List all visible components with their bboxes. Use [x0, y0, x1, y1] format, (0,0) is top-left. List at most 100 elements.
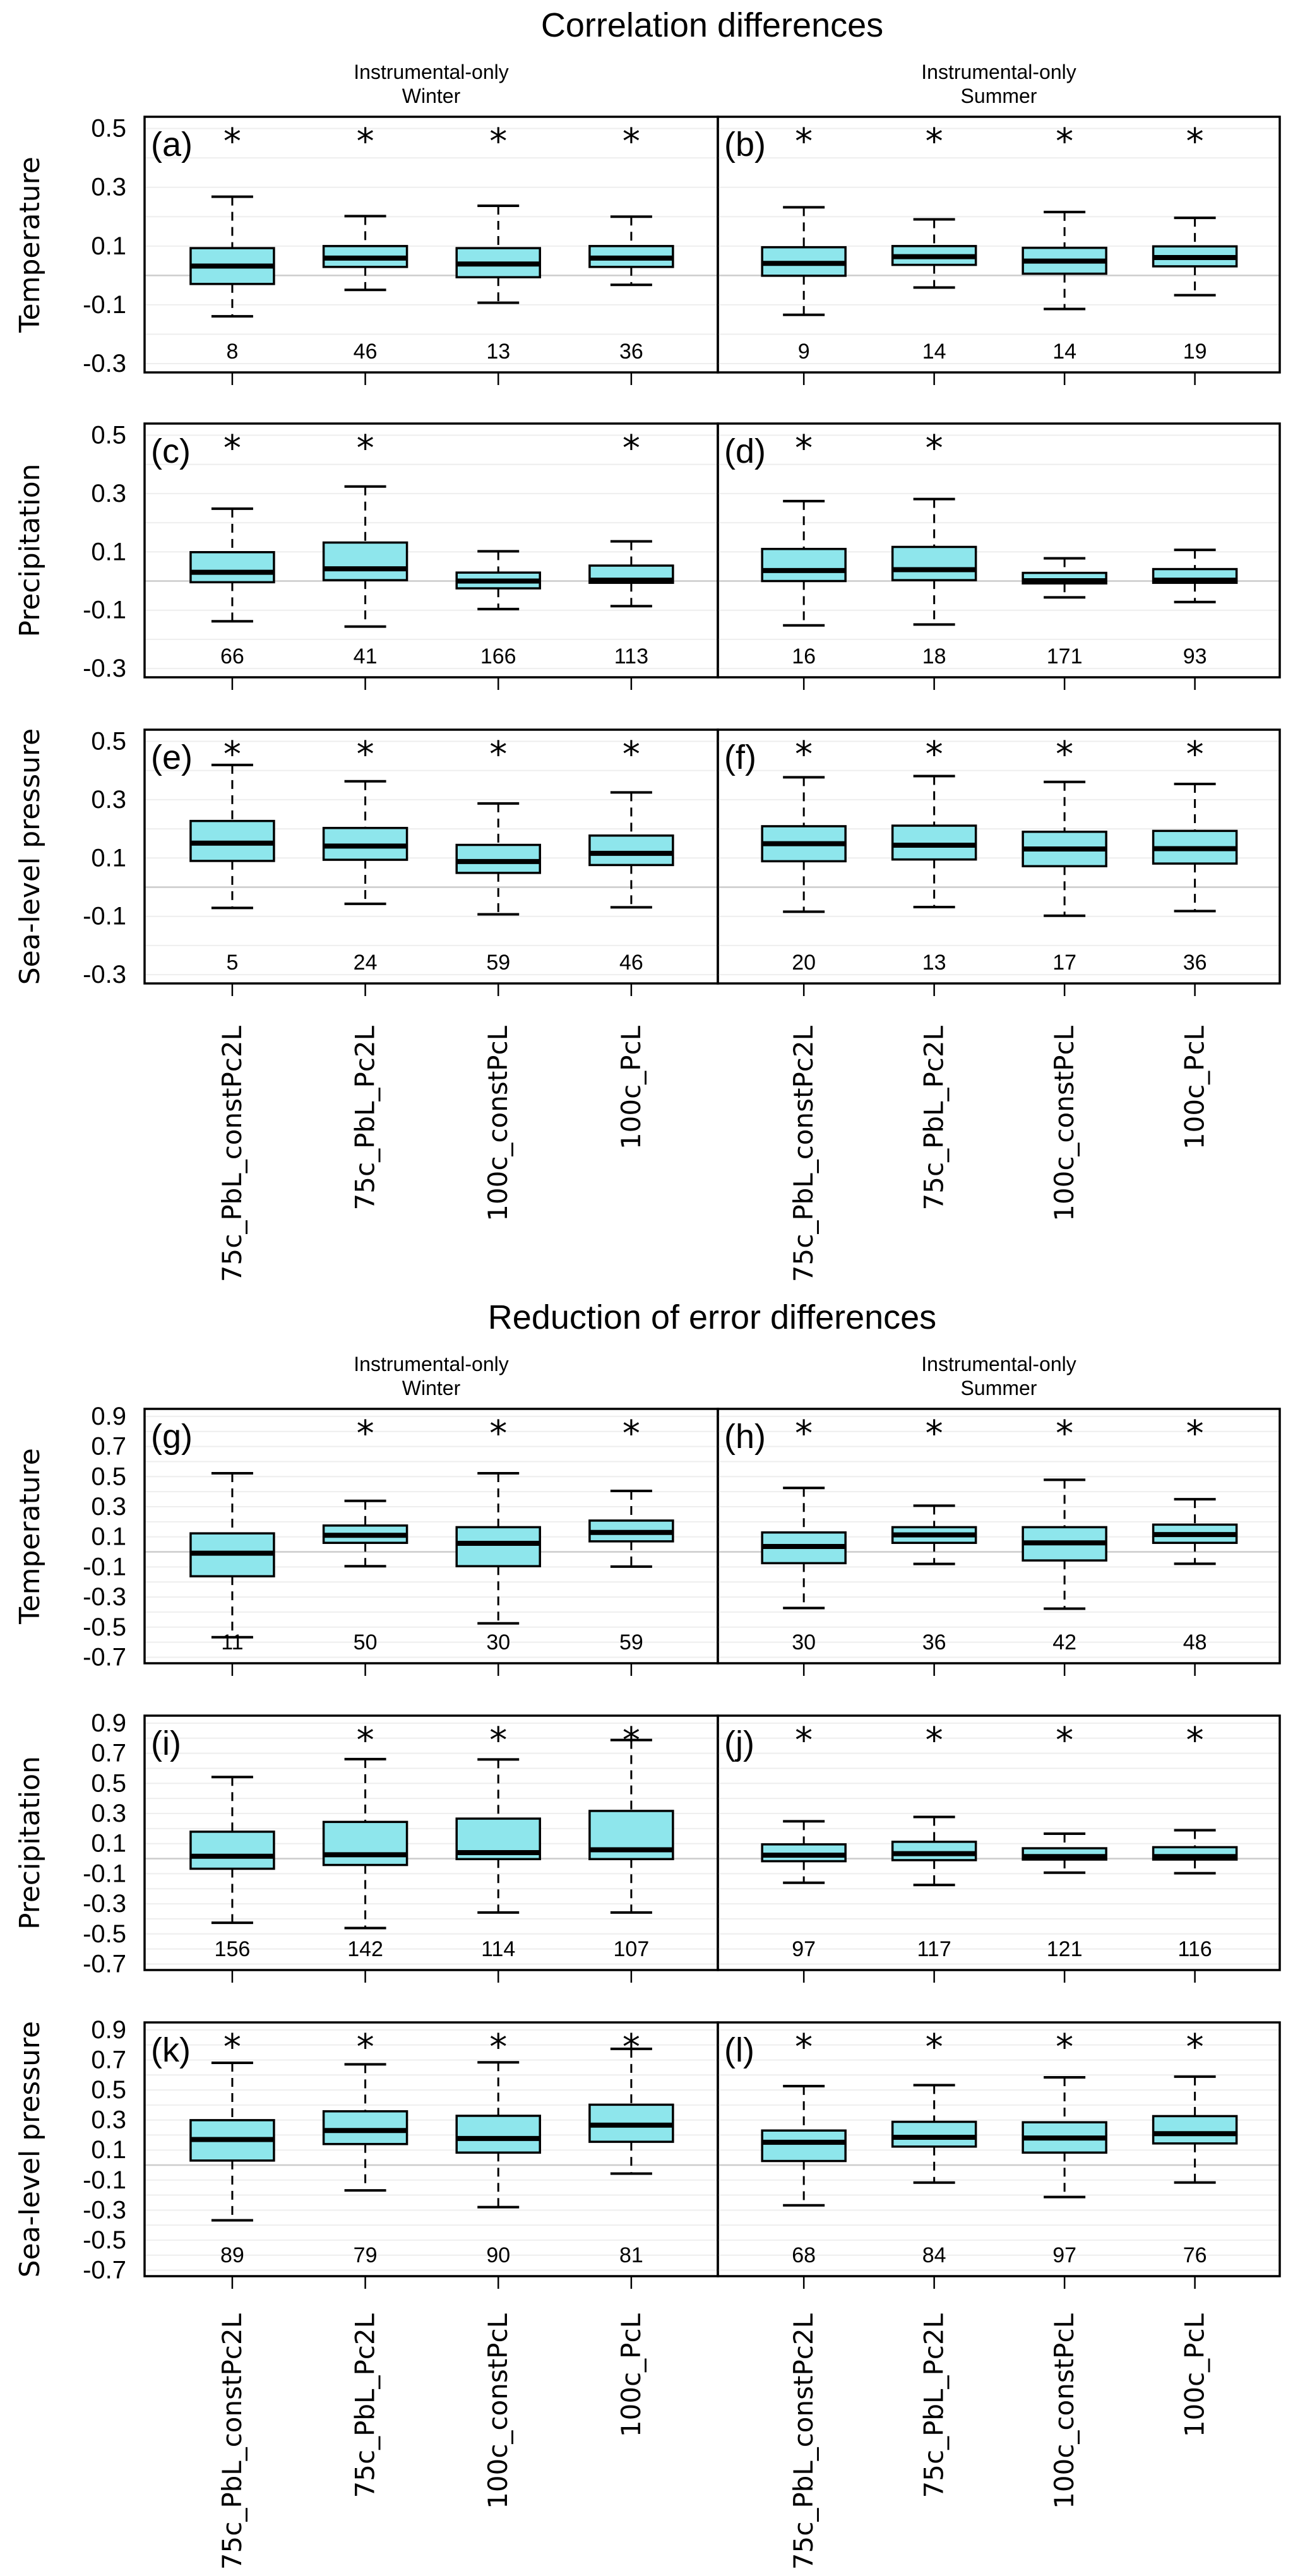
box-2: * 50 — [322, 1413, 408, 1676]
x-category-label: 75c_PbL_Pc2L — [919, 1025, 950, 1210]
x-category-label: 100c_constPcL — [1049, 1025, 1080, 1221]
y-tick-label: 0.1 — [91, 232, 126, 260]
panel-a: (a) *8*46*13*36 — [143, 116, 719, 385]
panel-j: (j) * 97 * 117 * 121 * 116 — [717, 1714, 1281, 1983]
count-label: 30 — [792, 1630, 816, 1654]
count-label: 30 — [486, 1630, 510, 1654]
significance-star: * — [489, 1413, 507, 1454]
panel-label: (k) — [151, 2031, 191, 2069]
count-label: 13 — [922, 951, 946, 975]
y-tick-label: -0.1 — [83, 1860, 126, 1887]
count-label: 9 — [798, 340, 810, 364]
iqr-box — [588, 834, 674, 867]
y-tick-label: -0.3 — [83, 2196, 126, 2224]
y-tick-label: -0.1 — [83, 903, 126, 930]
panel-frame — [717, 1408, 1281, 1665]
row-axis-label: Sea-level pressure — [14, 2021, 46, 2278]
significance-star: * — [357, 1720, 374, 1761]
column-title-line: Instrumental-only — [354, 1353, 508, 1375]
count-label: 50 — [354, 1630, 378, 1654]
panel-label: (b) — [724, 126, 766, 163]
iqr-box — [761, 547, 847, 583]
section-title: Reduction of error differences — [488, 1298, 936, 1336]
count-label: 68 — [792, 2243, 816, 2267]
panel-label: (c) — [151, 432, 191, 470]
box-2: * 46 — [322, 121, 408, 385]
panel-label: (h) — [724, 1418, 766, 1456]
box-2: * 18 — [891, 428, 977, 690]
count-label: 42 — [1052, 1630, 1076, 1654]
count-label: 24 — [354, 951, 378, 975]
significance-star: * — [926, 121, 943, 162]
box-2: * 84 — [891, 2027, 977, 2289]
section-title: Correlation differences — [541, 6, 883, 44]
row-axis-label: Temperature — [14, 157, 46, 333]
count-label: 114 — [481, 1937, 515, 1961]
box-4: * 81 — [588, 2027, 674, 2289]
box-1: *9 — [761, 121, 847, 385]
y-tick-label: 0.3 — [91, 174, 126, 201]
y-tick-label: 0.1 — [91, 1523, 126, 1551]
count-label: 116 — [1178, 1937, 1212, 1961]
significance-star: * — [1186, 1413, 1204, 1454]
box-1: * 16 — [761, 428, 847, 690]
iqr-box — [761, 2129, 847, 2163]
row-axis-label: Precipitation — [14, 463, 46, 637]
box-4: * 48 — [1152, 1413, 1238, 1676]
y-tick-label: -0.5 — [83, 2226, 126, 2254]
significance-star: * — [489, 2027, 507, 2068]
iqr-box — [891, 1841, 977, 1861]
box-4: * 36 — [588, 121, 674, 385]
y-tick-label: -0.3 — [83, 961, 126, 988]
x-category-label: 100c_PcL — [1179, 2313, 1210, 2437]
significance-star: * — [1056, 1413, 1073, 1454]
significance-star: * — [926, 734, 943, 775]
x-category-label: 100c_constPcL — [482, 2313, 513, 2508]
panel-g: (g) 11 * 50 * 30 * 59 — [143, 1408, 719, 1676]
significance-star: * — [357, 1413, 374, 1454]
count-label: 84 — [922, 2243, 946, 2267]
x-category-label: 100c_PcL — [616, 2313, 647, 2437]
panel-label: (d) — [724, 432, 766, 470]
y-tick-label: -0.1 — [83, 597, 126, 624]
y-tick-label: 0.3 — [91, 786, 126, 814]
x-category-label: 75c_PbL_Pc2L — [350, 1025, 381, 1210]
iqr-box — [891, 2120, 977, 2148]
y-tick-label: -0.7 — [83, 2256, 126, 2284]
y-tick-label: 0.3 — [91, 1493, 126, 1521]
box-1: * 30 — [761, 1413, 847, 1676]
significance-star: * — [357, 121, 374, 162]
box-3: * 121 — [1022, 1720, 1107, 1983]
y-tick-label: -0.3 — [83, 350, 126, 377]
iqr-box — [189, 551, 275, 584]
x-category-label: 75c_PbL_Pc2L — [350, 2313, 381, 2498]
panel-i: (i) 156 * 142 * 114 * 107 — [143, 1714, 719, 1983]
count-label: 20 — [792, 951, 816, 975]
y-tick-label: 0.5 — [91, 727, 126, 755]
y-tick-label: -0.3 — [83, 1890, 126, 1918]
count-label: 18 — [922, 644, 946, 668]
count-label: 156 — [215, 1937, 251, 1961]
y-tick-label: -0.5 — [83, 1920, 126, 1948]
box-1: * 97 — [761, 1720, 847, 1983]
significance-star: * — [357, 428, 374, 469]
column-title-line: Winter — [402, 85, 461, 107]
y-tick-label: -0.3 — [83, 655, 126, 682]
box-1: 156 — [189, 1776, 275, 1983]
box-2: * 79 — [322, 2027, 408, 2289]
iqr-box — [455, 843, 541, 874]
significance-star: * — [795, 428, 813, 469]
box-1: *8 — [189, 121, 275, 385]
panel-frame — [717, 422, 1281, 679]
column-title-line: Summer — [961, 1377, 1037, 1399]
box-2: * 41 — [322, 428, 408, 690]
box-1: * 89 — [189, 2027, 275, 2289]
significance-star: * — [489, 121, 507, 162]
y-tick-label: -0.1 — [83, 2166, 126, 2194]
panel-d: (d) * 16 * 18 171 93 — [717, 422, 1281, 690]
box-3: * 14 — [1022, 121, 1107, 385]
panel-label: (e) — [151, 739, 193, 776]
correlation-differences-section: Correlation differences Instrumental-only… — [14, 6, 1281, 1282]
y-tick-label: 0.9 — [91, 1709, 126, 1737]
